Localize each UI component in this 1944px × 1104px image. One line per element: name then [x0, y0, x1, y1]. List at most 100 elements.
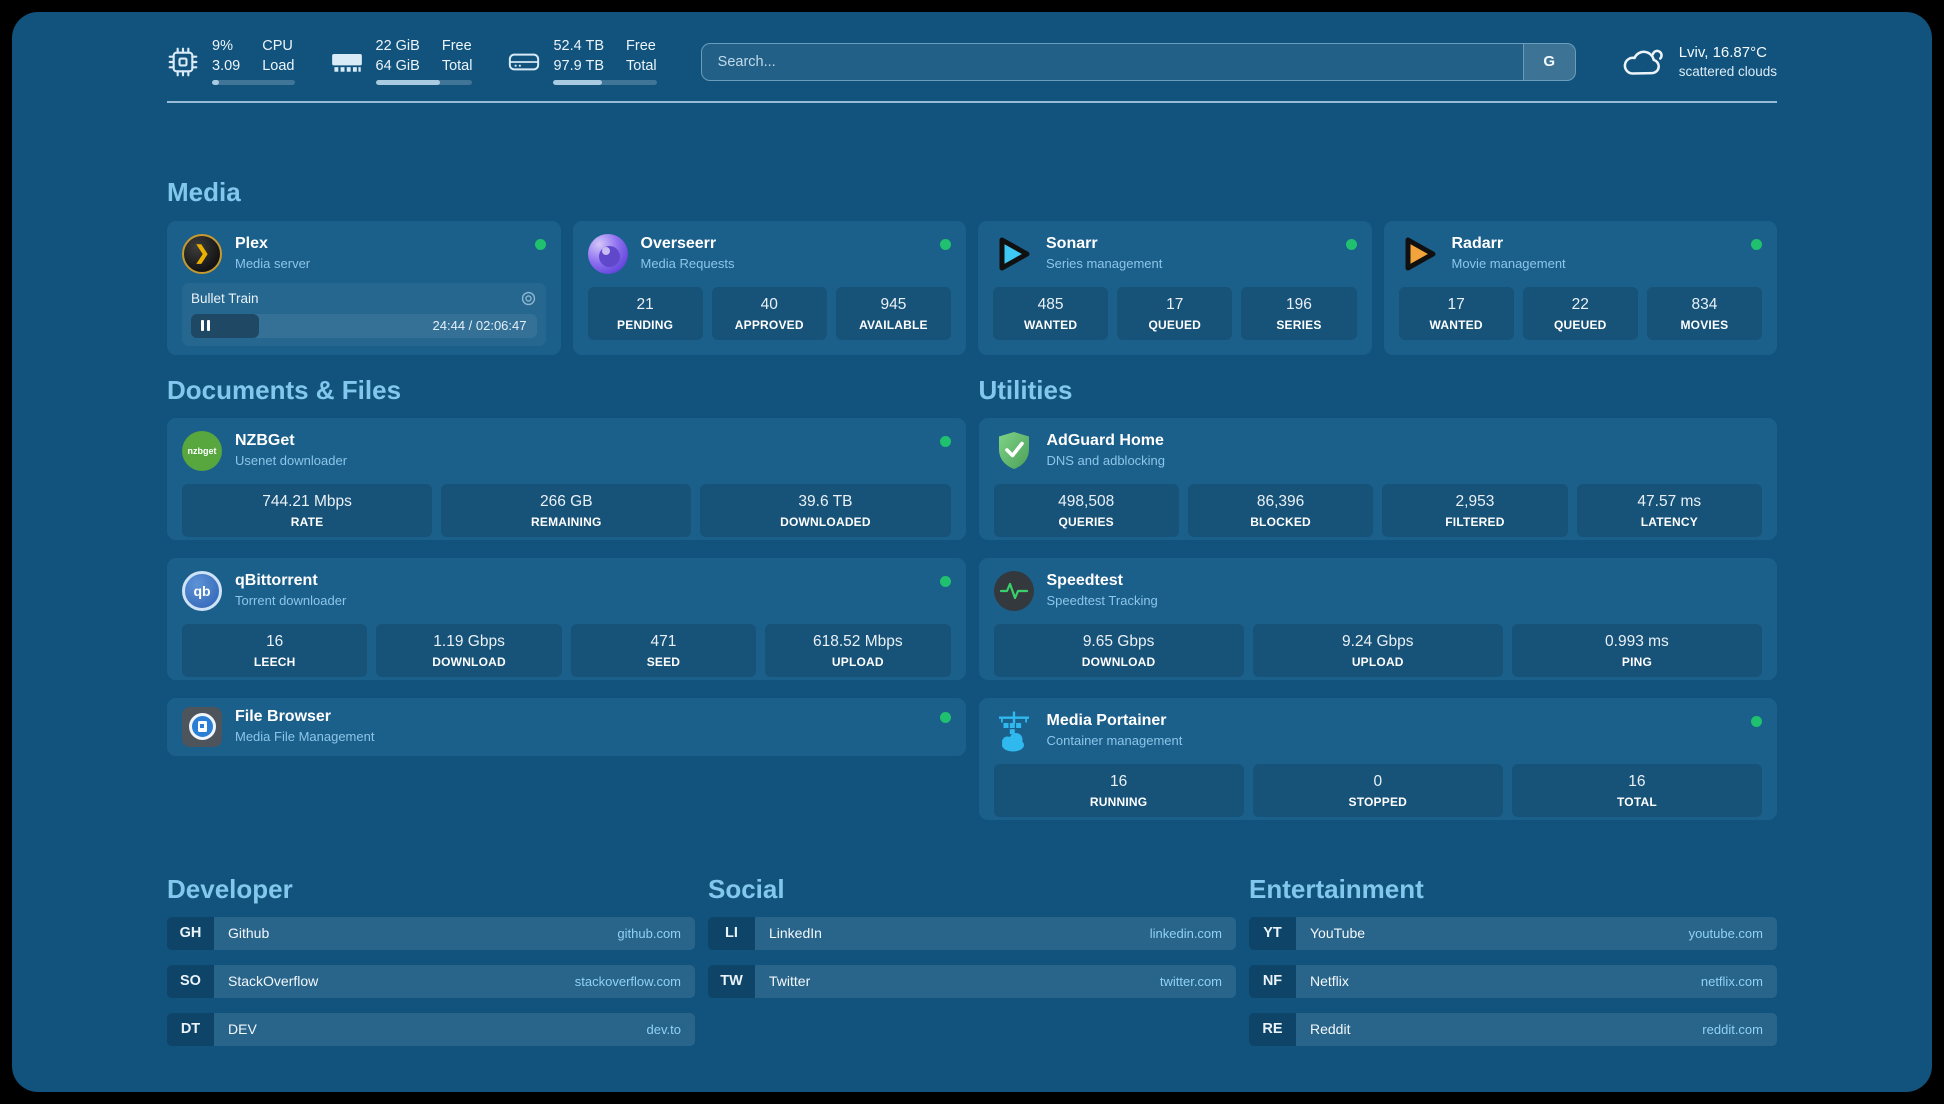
- stat-tile: 17 QUEUED: [1117, 286, 1233, 341]
- cpu-labels: CPU Load: [262, 38, 295, 74]
- stat-tile: 945 AVAILABLE: [835, 286, 952, 341]
- section-title-media: Media: [167, 177, 241, 208]
- memory-icon: [331, 46, 363, 78]
- stat-tile: 39.6 TB DOWNLOADED: [700, 483, 951, 538]
- section-developer: Developer GH Github github.com SO StackO…: [167, 874, 695, 1046]
- app-name: Sonarr: [1046, 234, 1098, 252]
- cpu-values: 9% 3.09: [212, 38, 240, 74]
- now-playing-title: Bullet Train: [191, 290, 259, 306]
- link-domain: twitter.com: [1159, 973, 1222, 989]
- section-title-utilities: Utilities: [978, 374, 1073, 405]
- stat-tile: 498,508 QUERIES: [993, 483, 1179, 538]
- link-domain: netflix.com: [1700, 973, 1763, 989]
- stat-tile: 618.52 Mbps UPLOAD: [765, 623, 951, 678]
- section-entertainment: Entertainment YT YouTube youtube.com NF …: [1249, 874, 1777, 1046]
- app-subtitle: Usenet downloader: [235, 453, 348, 469]
- app-name: File Browser: [235, 707, 332, 725]
- stat-tile: 47.57 ms LATENCY: [1576, 483, 1762, 538]
- section-utilities: Utilities AdGuard Home: [978, 374, 1777, 820]
- memory-stat: 22 GiB 64 GiB Free Total: [331, 38, 473, 86]
- app-name: Media Portainer: [1046, 711, 1167, 729]
- weather-condition: scattered clouds: [1678, 64, 1777, 80]
- app-subtitle: Media Requests: [640, 256, 735, 272]
- link-domain: linkedin.com: [1149, 925, 1222, 941]
- player-settings-icon[interactable]: [520, 290, 537, 307]
- link-abbr: RE: [1249, 1012, 1296, 1046]
- app-card-portainer[interactable]: Media Portainer Container management 16 …: [978, 697, 1777, 820]
- link-name: LinkedIn: [769, 925, 822, 942]
- section-documents: Documents & Files nzbget NZBGet Usenet d…: [167, 375, 966, 756]
- app-subtitle: Movie management: [1451, 256, 1566, 272]
- stat-tile: 1.19 Gbps DOWNLOAD: [376, 623, 562, 678]
- link-dev[interactable]: DT DEV dev.to: [167, 1012, 695, 1046]
- status-dot: [1751, 238, 1762, 250]
- stat-tile: 9.24 Gbps UPLOAD: [1252, 623, 1503, 678]
- app-card-sonarr[interactable]: Sonarr Series management 485 WANTED 17 Q…: [978, 220, 1372, 355]
- plex-icon: ❯: [182, 233, 222, 274]
- link-stackoverflow[interactable]: SO StackOverflow stackoverflow.com: [167, 964, 695, 998]
- app-card-speedtest[interactable]: Speedtest Speedtest Tracking 9.65 Gbps D…: [978, 557, 1777, 680]
- playback-progress-bar[interactable]: 24:44 / 02:06:47: [191, 313, 537, 338]
- app-card-adguard[interactable]: AdGuard Home DNS and adblocking 498,508 …: [978, 417, 1777, 540]
- app-card-radarr[interactable]: Radarr Movie management 17 WANTED 22 QUE…: [1383, 220, 1777, 355]
- link-netflix[interactable]: NF Netflix netflix.com: [1249, 964, 1777, 998]
- link-twitter[interactable]: TW Twitter twitter.com: [708, 964, 1236, 998]
- stat-tile: 471 SEED: [570, 623, 757, 678]
- portainer-icon: [994, 711, 1034, 752]
- link-abbr: YT: [1249, 916, 1296, 950]
- qbittorrent-icon: qb: [182, 570, 222, 611]
- status-dot: [1345, 238, 1357, 250]
- app-card-overseerr[interactable]: Overseerr Media Requests 21 PENDING 40 A…: [572, 220, 966, 355]
- app-subtitle: Speedtest Tracking: [1046, 593, 1158, 609]
- app-card-plex[interactable]: ❯ Plex Media server Bullet Train: [167, 220, 561, 355]
- app-subtitle: Torrent downloader: [235, 593, 347, 609]
- app-card-filebrowser[interactable]: File Browser Media File Management: [167, 697, 966, 756]
- status-dot: [1751, 715, 1762, 727]
- stat-tile: 16 RUNNING: [993, 763, 1244, 818]
- cpu-stat: 9% 3.09 CPU Load: [167, 38, 295, 86]
- link-name: YouTube: [1310, 925, 1366, 942]
- app-card-nzbget[interactable]: nzbget NZBGet Usenet downloader 744.21 M…: [167, 417, 966, 540]
- nzbget-icon: nzbget: [182, 430, 222, 471]
- link-abbr: TW: [708, 964, 755, 998]
- link-abbr: NF: [1249, 964, 1296, 998]
- stat-tile: 744.21 Mbps RATE: [182, 483, 433, 538]
- link-domain: stackoverflow.com: [574, 973, 681, 989]
- memory-progress: [375, 80, 473, 86]
- link-reddit[interactable]: RE Reddit reddit.com: [1249, 1012, 1777, 1046]
- status-dot: [939, 711, 951, 723]
- stat-tile: 22 QUEUED: [1522, 286, 1638, 341]
- app-subtitle: DNS and adblocking: [1046, 453, 1166, 469]
- stat-tile: 40 APPROVED: [711, 286, 827, 341]
- app-name: Speedtest: [1046, 571, 1123, 589]
- dashboard: 9% 3.09 CPU Load: [12, 12, 1932, 1092]
- stat-tile: 17 WANTED: [1398, 286, 1514, 341]
- stat-tile: 485 WANTED: [993, 286, 1109, 341]
- stat-tile: 266 GB REMAINING: [441, 483, 692, 538]
- app-subtitle: Media server: [235, 256, 311, 272]
- link-github[interactable]: GH Github github.com: [167, 916, 695, 950]
- link-youtube[interactable]: YT YouTube youtube.com: [1249, 916, 1777, 950]
- weather-location: Lviv, 16.87°C: [1678, 44, 1767, 62]
- search-engine-button[interactable]: G: [1522, 43, 1575, 80]
- header-divider: [167, 101, 1777, 104]
- stat-tile: 16 LEECH: [182, 623, 368, 678]
- section-social: Social LI LinkedIn linkedin.com TW Twitt…: [708, 874, 1236, 998]
- playback-progress-fill: [191, 313, 259, 338]
- link-name: Reddit: [1310, 1021, 1351, 1038]
- section-title-social: Social: [708, 873, 785, 904]
- link-domain: github.com: [617, 925, 681, 941]
- weather-widget: Lviv, 16.87°C scattered clouds: [1620, 44, 1777, 80]
- stat-tile: 2,953 FILTERED: [1382, 483, 1568, 538]
- system-stats: 9% 3.09 CPU Load: [167, 38, 657, 86]
- status-dot: [939, 435, 951, 447]
- status-dot: [940, 238, 951, 250]
- search-input[interactable]: [701, 43, 1523, 80]
- filebrowser-icon: [182, 706, 222, 747]
- app-subtitle: Container management: [1046, 733, 1183, 749]
- app-card-qbittorrent[interactable]: qb qBittorrent Torrent downloader 16 LEE…: [167, 557, 966, 680]
- link-linkedin[interactable]: LI LinkedIn linkedin.com: [708, 916, 1236, 950]
- app-subtitle: Series management: [1046, 256, 1163, 272]
- adguard-icon: [994, 431, 1034, 471]
- disk-icon: [508, 46, 540, 78]
